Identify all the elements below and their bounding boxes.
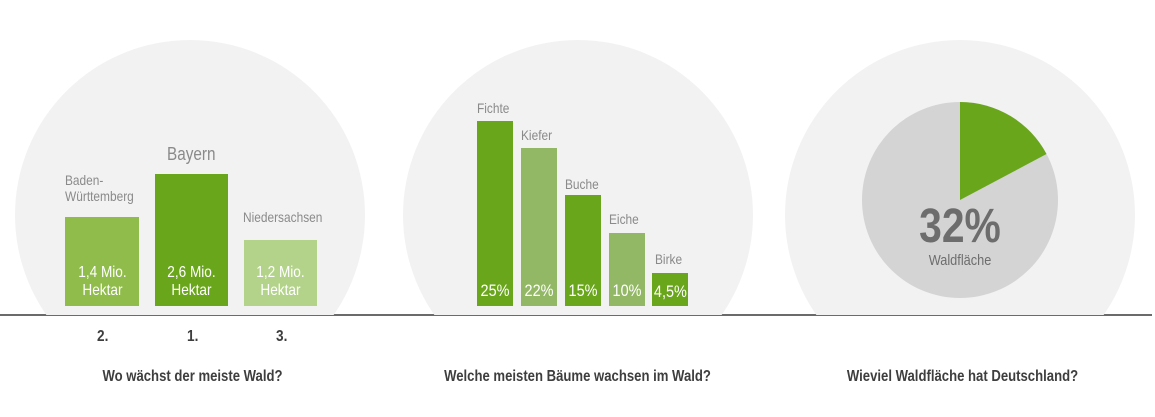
value-line: 2,6 Mio. — [167, 264, 216, 281]
bar-niedersachsen: 1,2 Mio. Hektar — [244, 240, 317, 306]
pie-center-label: Waldfläche — [928, 252, 992, 269]
caption-trees: Welche meisten Bäume wachsen im Wald? — [444, 368, 711, 385]
panel-trees: Fichte 25% Kiefer 22% Buche 15% Eiche 10… — [385, 0, 770, 417]
rank-baden-wuerttemberg: 2. — [97, 328, 109, 345]
bar-label-kiefer: Kiefer — [521, 127, 553, 143]
bar-fichte: 25% — [477, 121, 513, 306]
value-line: Hektar — [260, 282, 301, 299]
baseline-divider — [0, 314, 1152, 316]
caption-forest-area: Wieviel Waldfläche hat Deutschland? — [846, 368, 1079, 385]
pie-chart: 32% Waldfläche — [862, 102, 1058, 298]
bar-kiefer: 22% — [521, 148, 557, 306]
bar-label-niedersachsen: Niedersachsen — [243, 209, 322, 225]
bar-baden-wuerttemberg: 1,4 Mio. Hektar — [65, 217, 139, 306]
regions-bar-area: Baden- Württemberg 1,4 Mio. Hektar Bayer… — [0, 0, 385, 306]
bar-birke: 4,5% — [652, 273, 688, 306]
bar-value: 10% — [612, 281, 642, 300]
circle-clip: Fichte 25% Kiefer 22% Buche 15% Eiche 10… — [385, 0, 770, 315]
rank-niedersachsen: 3. — [276, 328, 288, 345]
caption-regions: Wo wächst der meiste Wald? — [102, 368, 283, 385]
bar-label-fichte: Fichte — [477, 100, 510, 116]
value-line: 1,2 Mio. — [256, 264, 305, 281]
panel-forest-area: 32% Waldfläche Wieviel Waldfläche hat De… — [770, 0, 1155, 417]
pie-svg — [862, 102, 1058, 298]
bar-buche: 15% — [565, 195, 601, 306]
label-line: Bayern — [167, 144, 216, 164]
bar-label-buche: Buche — [565, 176, 599, 192]
panel-regions: Baden- Württemberg 1,4 Mio. Hektar Bayer… — [0, 0, 385, 417]
bar-value: 4,5% — [653, 282, 687, 301]
circle-clip: Baden- Württemberg 1,4 Mio. Hektar Bayer… — [0, 0, 385, 315]
pie-slice-forest — [960, 102, 1047, 200]
bar-value: 22% — [524, 281, 554, 300]
bar-label-baden-wuerttemberg: Baden- Württemberg — [65, 172, 134, 204]
label-line: Württemberg — [65, 188, 134, 204]
value-line: 1,4 Mio. — [77, 264, 127, 281]
pie-center-value: 32% — [919, 200, 1001, 253]
bar-label-eiche: Eiche — [609, 211, 639, 227]
value-line: Hektar — [171, 282, 212, 299]
bar-value: 15% — [568, 281, 598, 300]
value-line: Hektar — [81, 282, 123, 299]
bar-value: 2,6 Mio. Hektar — [167, 264, 215, 300]
label-line: Niedersachsen — [243, 209, 323, 225]
bar-label-birke: Birke — [655, 251, 683, 267]
bar-value: 25% — [480, 281, 510, 300]
bar-value: 1,4 Mio. Hektar — [78, 264, 126, 300]
bar-bayern: 2,6 Mio. Hektar — [155, 174, 228, 306]
bar-value: 1,2 Mio. Hektar — [256, 264, 304, 300]
bar-eiche: 10% — [609, 233, 645, 306]
rank-bayern: 1. — [187, 328, 199, 345]
trees-bar-area: Fichte 25% Kiefer 22% Buche 15% Eiche 10… — [385, 0, 770, 306]
bar-label-bayern: Bayern — [167, 144, 215, 164]
circle-clip: 32% Waldfläche — [770, 0, 1155, 315]
label-line: Baden- — [65, 172, 104, 188]
